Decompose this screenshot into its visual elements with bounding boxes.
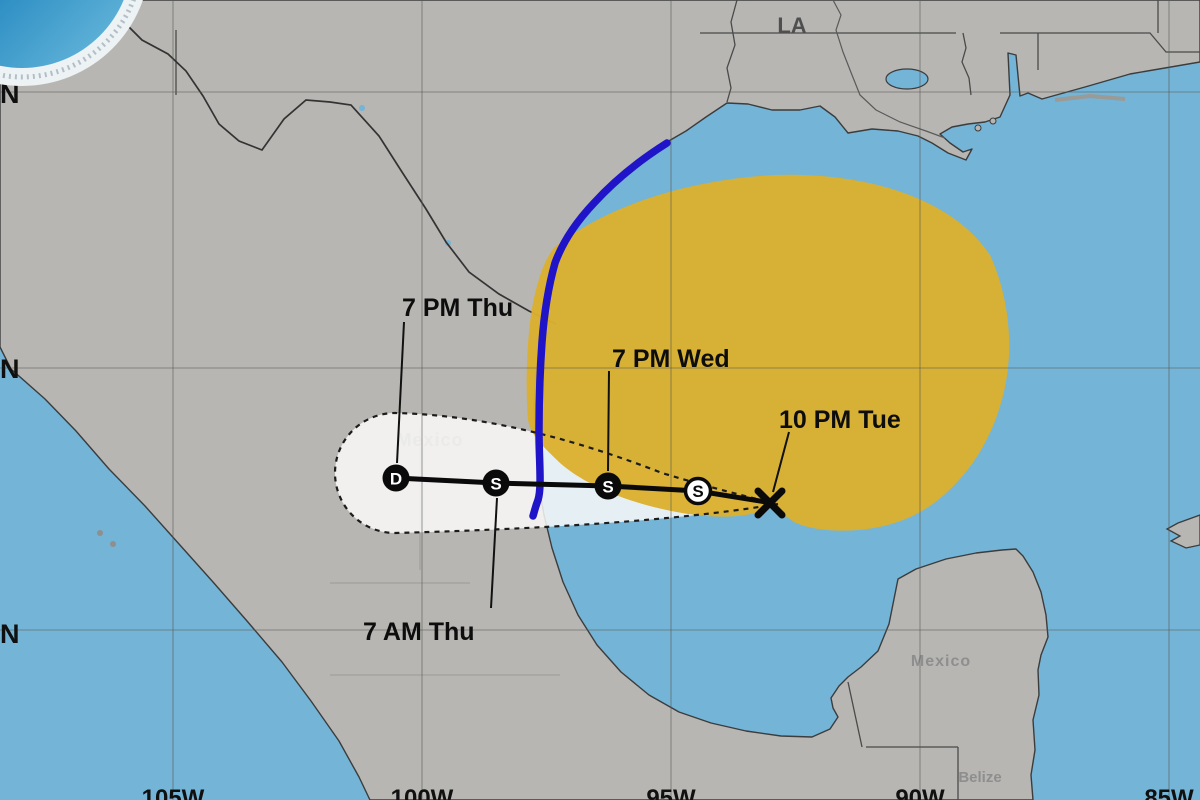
marker-letter-s1: S [490, 475, 501, 494]
marker-letter-s3: S [692, 482, 703, 501]
reservoir-dot-1 [359, 105, 365, 111]
track-markers: D S S S [382, 464, 786, 519]
lat-label-30n: N [0, 79, 20, 109]
lat-label-25n: N [0, 354, 20, 384]
lat-label-20n: N [0, 619, 20, 649]
rio-grande-river [106, 0, 557, 325]
time-label-7pm-wed: 7 PM Wed [612, 345, 730, 373]
label-louisiana: LA [777, 13, 806, 38]
marker-storm-7pm-wed [594, 472, 622, 500]
marker-depression-7pm-thu [382, 464, 410, 492]
time-label-10pm-tue: 10 PM Tue [779, 406, 901, 434]
label-belize: Belize [958, 769, 1001, 786]
mississippi-river [832, 0, 946, 139]
storm-warning-line [529, 139, 671, 520]
pacific-island-2 [110, 541, 116, 547]
lon-label-90w: 90W [895, 785, 945, 800]
time-leader-lines [396, 321, 790, 609]
noaa-logo [0, 0, 143, 86]
time-label-7am-thu: 7 AM Thu [363, 618, 475, 646]
cuba-west-tip [1165, 514, 1200, 549]
marker-letter-d: D [390, 470, 402, 489]
marker-storm-open [683, 476, 713, 506]
current-position-x [754, 487, 786, 519]
leader-10pm-tue [772, 431, 790, 493]
leader-7pm-wed [607, 370, 610, 472]
leader-7am-thu [490, 497, 498, 609]
time-label-7pm-thu: 7 PM Thu [402, 294, 513, 322]
delta-island-2 [989, 117, 997, 125]
lon-label-85w: 85W [1144, 785, 1194, 800]
leader-7pm-thu [396, 321, 405, 464]
label-mexico-yucatan: Mexico [911, 653, 971, 670]
lon-label-95w: 95W [646, 785, 696, 800]
pacific-island-1 [97, 530, 103, 536]
lake-pontchartrain [885, 68, 929, 90]
marker-letter-s2: S [602, 478, 613, 497]
lon-label-105w: 105W [142, 785, 205, 800]
delta-island-1 [974, 124, 982, 132]
marker-storm-7am-thu [482, 469, 510, 497]
forecast-cone-outline [333, 411, 779, 535]
barrier-islands [1054, 93, 1126, 102]
wind-arrival-area [526, 174, 1010, 531]
lon-label-100w: 100W [391, 785, 454, 800]
